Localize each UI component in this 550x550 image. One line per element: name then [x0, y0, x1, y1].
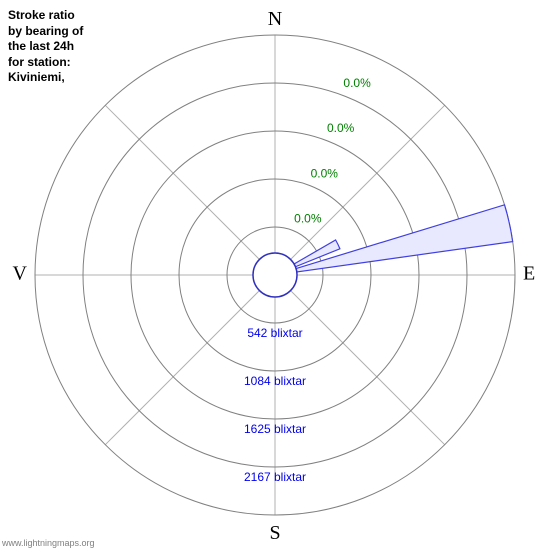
ring-count-label: 1084 blixtar — [244, 374, 306, 388]
ring-count-label: 2167 blixtar — [244, 470, 306, 484]
ring-pct-label: 0.0% — [343, 76, 371, 90]
footer-credit: www.lightningmaps.org — [2, 538, 95, 548]
bearing-wedge — [296, 205, 513, 272]
compass-w: V — [13, 263, 28, 285]
ring-count-label: 542 blixtar — [247, 326, 302, 340]
spoke — [105, 275, 275, 445]
spoke — [105, 105, 275, 275]
ring-pct-label: 0.0% — [327, 121, 355, 135]
compass-s: S — [269, 522, 280, 544]
compass-e: E — [523, 263, 535, 285]
spoke — [275, 275, 445, 445]
hub-circle — [253, 253, 297, 297]
ring-pct-label: 0.0% — [311, 166, 339, 180]
ring-pct-label: 0.0% — [294, 211, 322, 225]
polar-chart: 0.0% 0.0% 0.0% 0.0% 542 blixtar 1084 blixtar… — [0, 0, 550, 550]
compass-n: N — [268, 8, 282, 30]
ring-count-label: 1625 blixtar — [244, 422, 306, 436]
